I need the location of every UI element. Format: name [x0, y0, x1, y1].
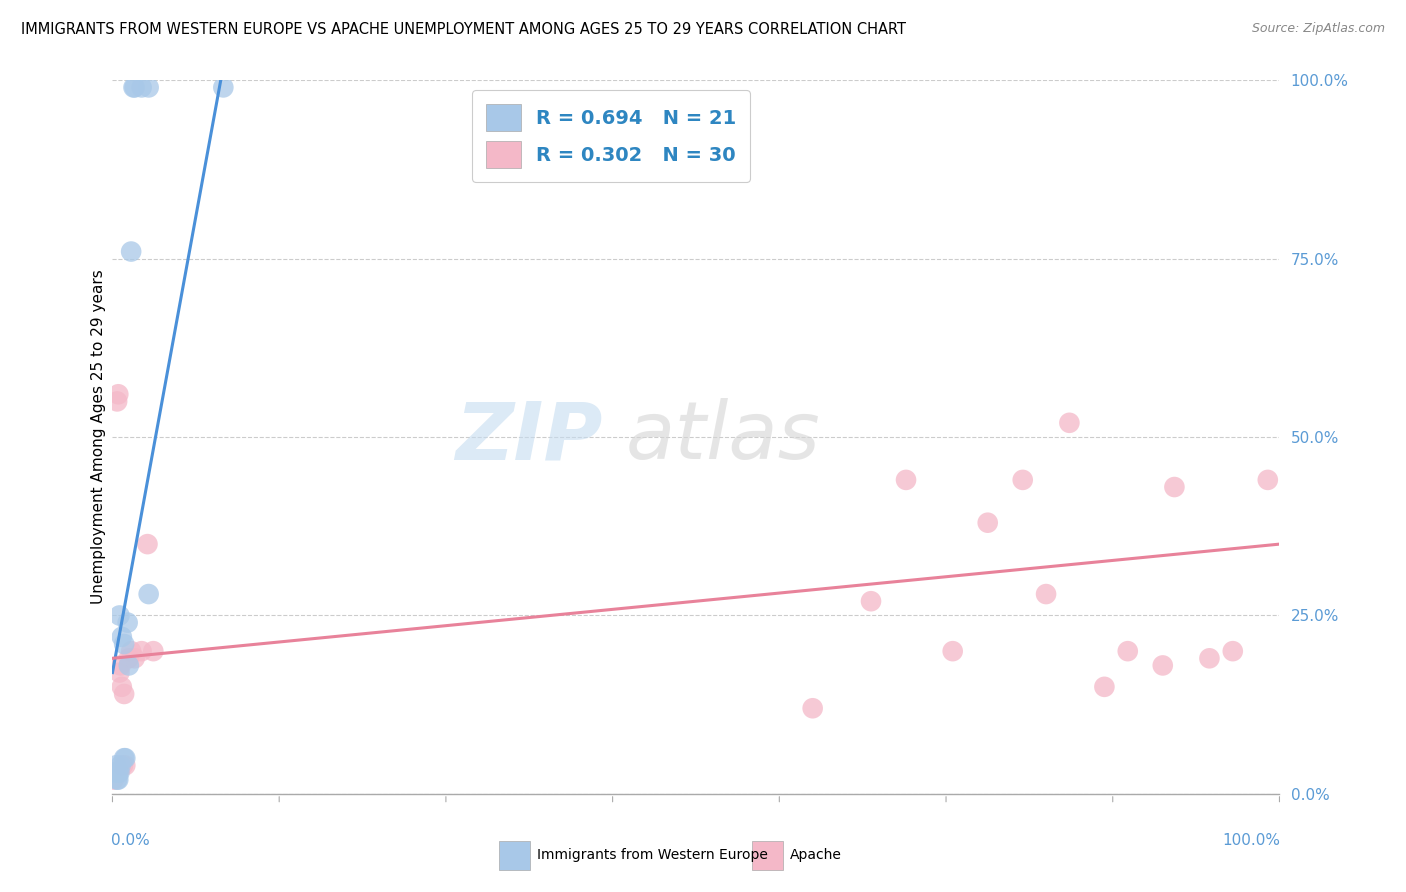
- Point: [976, 516, 998, 530]
- Point: [103, 772, 125, 787]
- Point: [1222, 644, 1244, 658]
- Y-axis label: Unemployment Among Ages 25 to 29 years: Unemployment Among Ages 25 to 29 years: [91, 269, 105, 605]
- Point: [108, 608, 131, 623]
- Point: [105, 772, 128, 787]
- Point: [111, 758, 134, 772]
- Point: [103, 765, 125, 780]
- Point: [1116, 644, 1139, 658]
- Point: [1198, 651, 1220, 665]
- Point: [114, 751, 136, 765]
- Point: [107, 772, 129, 787]
- Point: [1059, 416, 1081, 430]
- Point: [120, 244, 142, 259]
- Point: [142, 644, 165, 658]
- Point: [117, 615, 139, 630]
- Point: [1011, 473, 1033, 487]
- Point: [104, 758, 127, 772]
- Point: [114, 758, 136, 772]
- Point: [124, 80, 146, 95]
- Text: IMMIGRANTS FROM WESTERN EUROPE VS APACHE UNEMPLOYMENT AMONG AGES 25 TO 29 YEARS : IMMIGRANTS FROM WESTERN EUROPE VS APACHE…: [21, 22, 905, 37]
- Point: [131, 80, 153, 95]
- Point: [138, 587, 160, 601]
- Point: [111, 680, 134, 694]
- Point: [112, 751, 135, 765]
- Point: [212, 80, 235, 95]
- Point: [138, 80, 160, 95]
- Point: [859, 594, 883, 608]
- Point: [107, 765, 129, 780]
- Point: [801, 701, 824, 715]
- Text: atlas: atlas: [626, 398, 821, 476]
- Point: [110, 658, 132, 673]
- Point: [894, 473, 917, 487]
- Point: [136, 537, 159, 551]
- Legend: R = 0.694   N = 21, R = 0.302   N = 30: R = 0.694 N = 21, R = 0.302 N = 30: [472, 90, 751, 182]
- Point: [110, 758, 132, 772]
- Point: [1092, 680, 1115, 694]
- Text: Immigrants from Western Europe: Immigrants from Western Europe: [537, 848, 768, 863]
- Point: [108, 665, 131, 680]
- Point: [120, 644, 142, 658]
- Point: [108, 765, 131, 780]
- Point: [1257, 473, 1279, 487]
- Point: [118, 651, 141, 665]
- Text: 0.0%: 0.0%: [111, 833, 150, 848]
- Point: [942, 644, 965, 658]
- Text: Source: ZipAtlas.com: Source: ZipAtlas.com: [1251, 22, 1385, 36]
- Text: ZIP: ZIP: [456, 398, 603, 476]
- Point: [122, 80, 145, 95]
- Point: [124, 651, 146, 665]
- Point: [112, 637, 135, 651]
- Point: [107, 387, 129, 401]
- Point: [1035, 587, 1057, 601]
- Point: [118, 658, 141, 673]
- Point: [131, 644, 153, 658]
- Point: [105, 394, 128, 409]
- Text: 100.0%: 100.0%: [1223, 833, 1281, 848]
- Point: [112, 687, 135, 701]
- Point: [1152, 658, 1174, 673]
- Text: Apache: Apache: [790, 848, 842, 863]
- Point: [111, 630, 134, 644]
- Point: [1163, 480, 1185, 494]
